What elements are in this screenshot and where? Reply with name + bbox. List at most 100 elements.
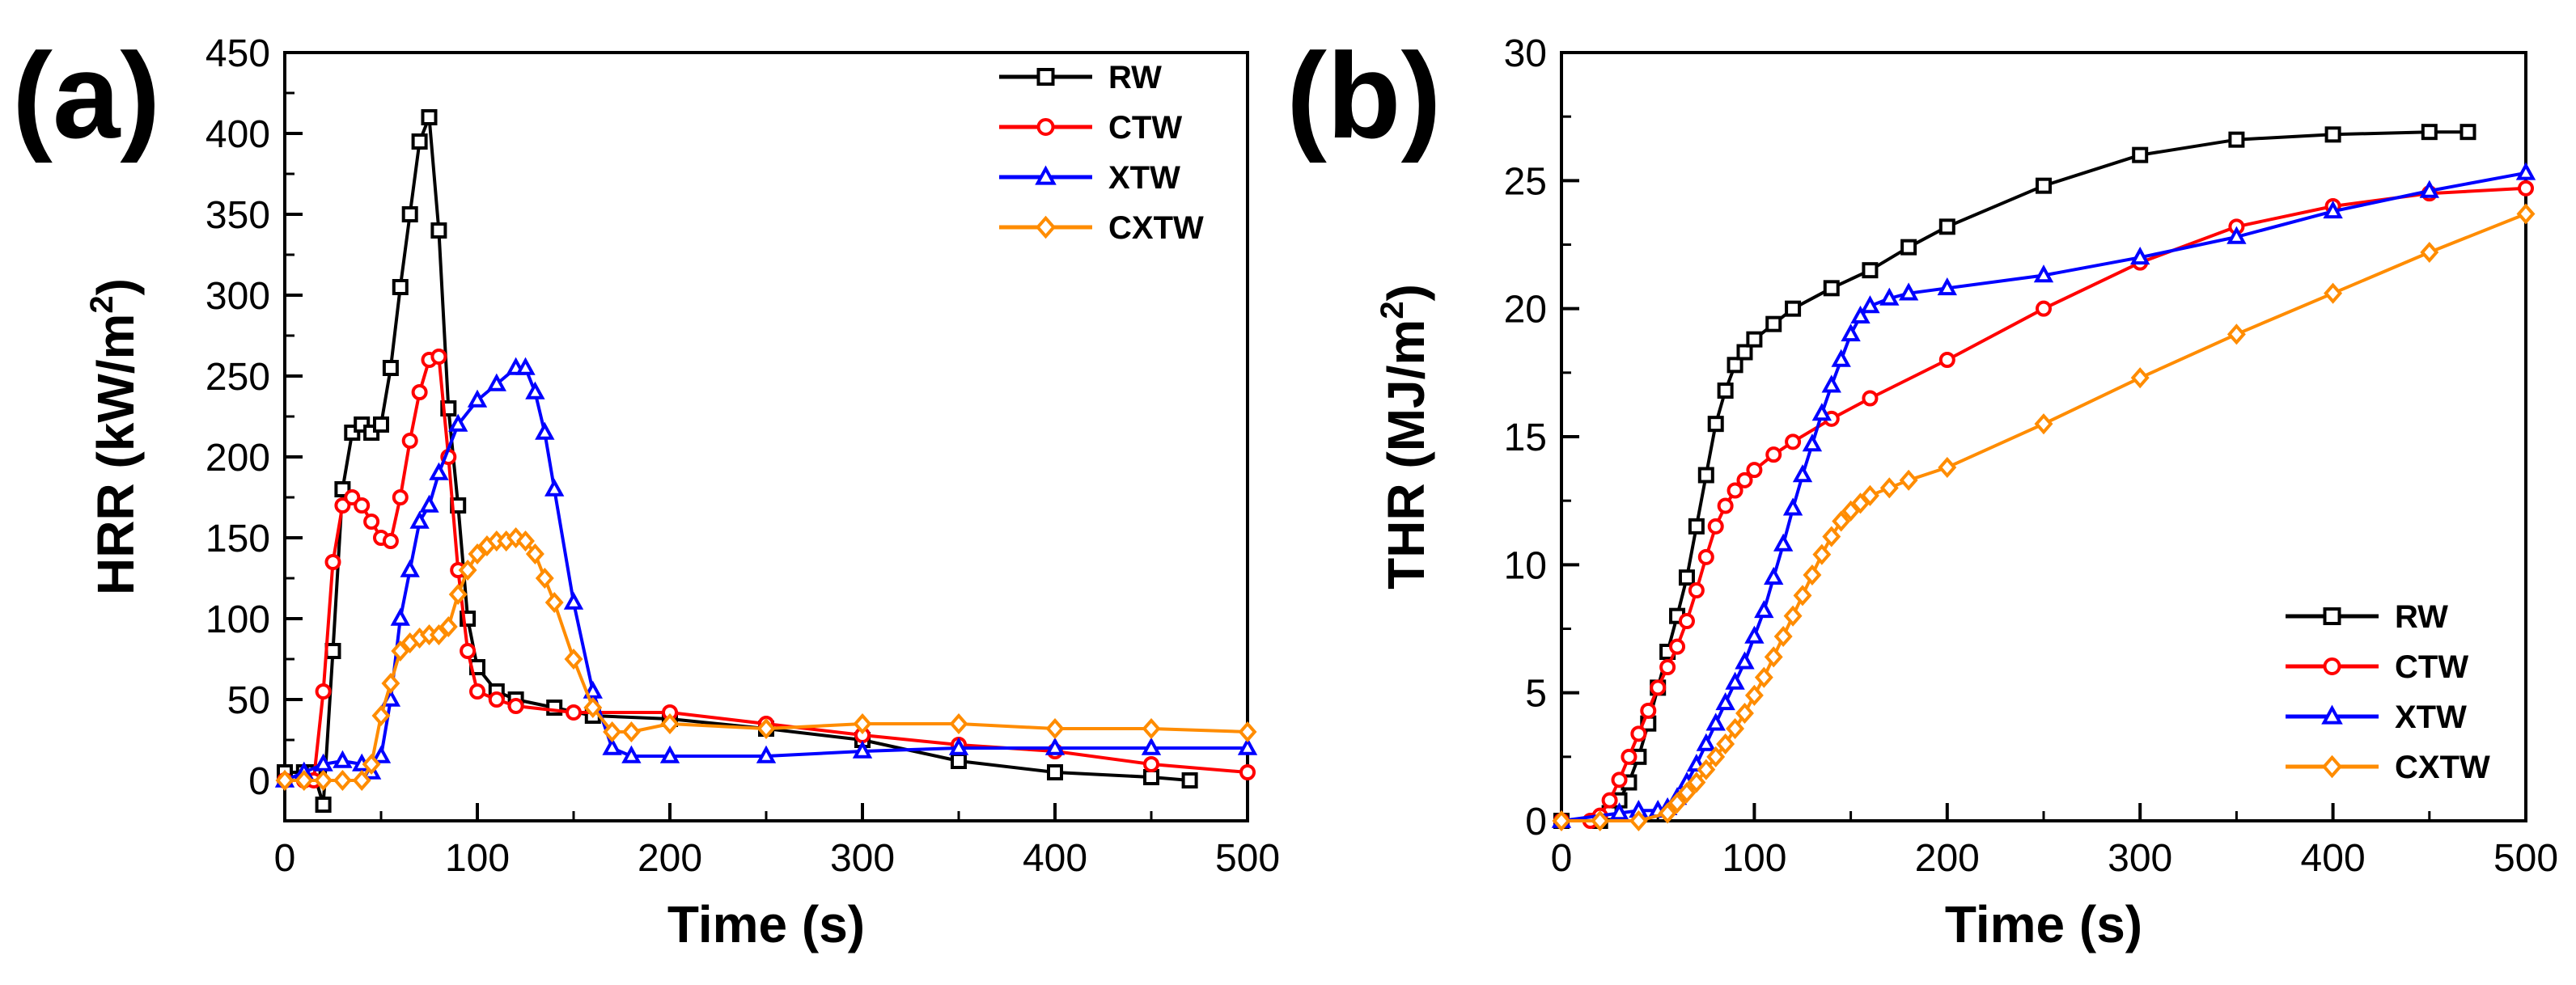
data-point: [1142, 717, 1161, 740]
legend-item: CXTW: [999, 210, 1204, 246]
x-tick-label: 500: [2493, 837, 2558, 880]
data-point: [1832, 510, 1851, 532]
data-point: [2226, 226, 2247, 244]
data-point: [1047, 764, 1063, 780]
data-point: [373, 416, 389, 433]
x-tick-label: 400: [1023, 837, 1087, 880]
data-point: [324, 643, 341, 659]
data-point: [544, 478, 565, 497]
data-point: [371, 704, 391, 727]
y-tick-label: 450: [205, 32, 270, 75]
legend-marker: [2323, 607, 2341, 625]
y-tick-label: 20: [1504, 289, 1547, 332]
x-axis-title: Time (s): [667, 895, 865, 953]
series-line: [285, 116, 1190, 806]
data-point: [1773, 625, 1793, 648]
data-point: [1725, 671, 1745, 690]
data-point: [756, 745, 777, 763]
legend-item: CXTW: [2286, 750, 2490, 785]
data-point: [852, 740, 873, 759]
data-point: [2132, 146, 2149, 163]
x-tick-label: 300: [2108, 837, 2172, 880]
data-point: [1239, 764, 1256, 780]
data-point: [2515, 162, 2536, 180]
data-point: [1650, 679, 1667, 696]
legend-label: XTW: [2395, 700, 2467, 735]
data-point: [1899, 469, 1918, 491]
data-point: [2036, 177, 2052, 194]
data-point: [1238, 721, 1257, 743]
data-point: [1678, 569, 1695, 586]
data-point: [400, 559, 420, 577]
data-point: [469, 683, 485, 700]
legend-label: CXTW: [1108, 210, 1204, 246]
data-point: [421, 109, 438, 125]
panel-label: (b): [1286, 27, 1442, 163]
data-point: [1143, 769, 1159, 785]
data-point: [2324, 126, 2341, 143]
y-tick-label: 5: [1525, 673, 1547, 716]
data-point: [1785, 433, 1802, 450]
legend-label: RW: [1108, 60, 1162, 95]
y-axis-title-sup: 2: [84, 295, 120, 313]
data-point: [2130, 246, 2150, 265]
y-tick-label: 50: [227, 679, 270, 722]
data-point: [1851, 492, 1870, 514]
data-point: [1141, 737, 1162, 755]
data-point: [352, 769, 371, 792]
y-tick-label: 100: [205, 598, 270, 641]
legend: RW CTW XTW CXTW: [999, 60, 1204, 246]
y-tick-label: 10: [1504, 544, 1547, 587]
data-point: [602, 737, 622, 755]
data-point: [1609, 802, 1629, 821]
data-point: [1831, 349, 1851, 367]
series-cxtw: [1552, 203, 2536, 832]
x-tick-label: 300: [830, 837, 895, 880]
x-tick-label: 200: [1915, 837, 1980, 880]
data-point: [1045, 717, 1065, 740]
data-point: [1822, 526, 1841, 547]
data-point: [1938, 352, 1955, 368]
legend-marker: [1035, 215, 1057, 239]
data-point: [949, 712, 968, 735]
data-point: [1716, 733, 1735, 755]
data-point: [1715, 691, 1735, 711]
data-point: [419, 494, 439, 513]
x-tick-label: 0: [1551, 837, 1573, 880]
legend-label: CTW: [1108, 110, 1182, 146]
data-point: [1898, 282, 1919, 301]
data-point: [1765, 446, 1782, 463]
data-point: [371, 745, 392, 763]
data-point: [1707, 518, 1724, 535]
data-point: [391, 640, 410, 662]
data-point: [392, 489, 409, 505]
data-point: [486, 373, 506, 391]
data-point: [315, 797, 332, 813]
series-line: [285, 536, 1248, 782]
plot-frame: [1560, 51, 2527, 822]
data-point: [2228, 131, 2245, 148]
y-tick-label: 400: [205, 113, 270, 156]
data-point: [1773, 533, 1794, 552]
data-point: [363, 514, 380, 530]
x-axis-title: Time (s): [1945, 895, 2142, 953]
data-point: [603, 721, 622, 743]
data-point: [1705, 712, 1726, 731]
y-tick-label: 250: [205, 356, 270, 399]
data-point: [515, 357, 536, 375]
data-point: [1823, 280, 1840, 297]
series-line: [1561, 186, 2527, 822]
data-point: [583, 696, 603, 719]
data-point: [1793, 585, 1812, 607]
data-point: [1688, 582, 1705, 598]
legend-item: XTW: [2286, 700, 2467, 735]
legend: RW CTW XTW CXTW: [2286, 599, 2490, 785]
y-axis-title-end: ): [1377, 284, 1435, 301]
data-point: [1621, 748, 1638, 765]
plot-frame: [283, 51, 1249, 822]
data-point: [525, 381, 545, 399]
y-tick-label: 0: [248, 760, 270, 803]
data-point: [1717, 497, 1734, 514]
data-point: [2323, 200, 2343, 219]
data-point: [1862, 390, 1879, 407]
